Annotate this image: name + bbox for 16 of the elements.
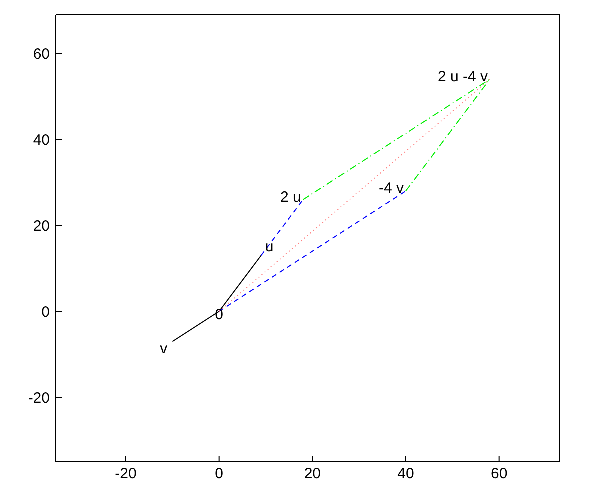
annotation: -4 v <box>378 180 404 198</box>
annotation: 2 u -4 v <box>438 68 488 86</box>
x-tick-label: 20 <box>304 466 322 483</box>
x-tick-label: 60 <box>490 466 508 483</box>
x-tick-label: -20 <box>115 466 137 483</box>
x-tick-label: 40 <box>398 466 414 483</box>
y-tick-label: 20 <box>33 218 50 235</box>
annotation: 2 u <box>280 188 302 206</box>
annotation: u <box>265 238 274 256</box>
y-tick-label: -20 <box>28 390 50 407</box>
annotation: 0 <box>215 306 224 324</box>
y-tick-label: 40 <box>33 132 50 149</box>
y-tick-label: 60 <box>33 46 50 64</box>
x-tick-label: 0 <box>215 466 224 483</box>
y-tick-label: 0 <box>42 304 50 321</box>
annotation: v <box>160 340 168 358</box>
